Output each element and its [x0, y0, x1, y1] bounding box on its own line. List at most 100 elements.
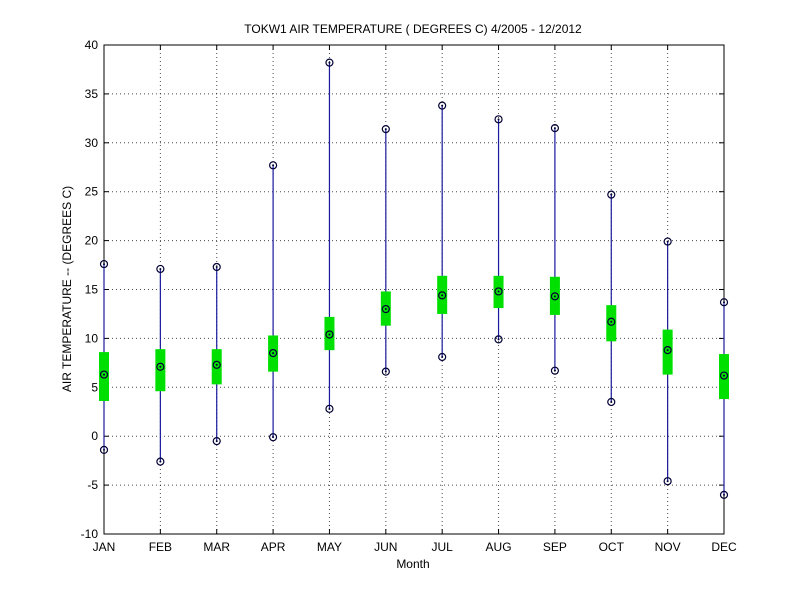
x-tick-label: MAY [317, 540, 342, 554]
x-tick-label: FEB [149, 540, 172, 554]
mean-marker-nov [663, 346, 672, 355]
iqr-bar-nov [662, 329, 673, 375]
box-dec [719, 298, 729, 499]
x-tick-label: SEP [543, 540, 567, 554]
y-tick-label: 5 [91, 380, 98, 394]
min-marker-aug [494, 335, 503, 344]
mean-marker-dec [719, 371, 729, 380]
box-oct [606, 190, 617, 407]
box-nov [662, 237, 673, 486]
y-tick-label: -5 [87, 478, 98, 492]
max-marker-dot-jun [384, 128, 387, 131]
mean-marker-jul [438, 291, 447, 300]
max-marker-may [325, 58, 334, 67]
mean-marker-jan [99, 370, 109, 379]
max-marker-dot-jul [441, 104, 444, 107]
mean-marker-dot-apr [272, 352, 275, 355]
box-jun [380, 125, 391, 376]
x-tick-label: AUG [486, 540, 512, 554]
min-marker-apr [268, 433, 278, 442]
mean-marker-dot-aug [497, 290, 500, 293]
box-marks [99, 58, 729, 499]
min-marker-dot-feb [159, 460, 162, 463]
y-tick-label: 35 [85, 87, 99, 101]
max-marker-dot-oct [610, 193, 613, 196]
mean-marker-dot-nov [666, 349, 669, 352]
min-marker-nov [663, 477, 672, 486]
max-marker-dot-sep [553, 127, 556, 130]
max-marker-dot-feb [159, 267, 162, 270]
iqr-bar-oct [606, 305, 617, 342]
max-marker-aug [494, 115, 503, 124]
box-jan [99, 259, 109, 454]
mean-marker-jun [381, 304, 390, 314]
mean-marker-apr [268, 348, 278, 358]
max-marker-nov [663, 237, 672, 246]
max-marker-jan [99, 259, 109, 269]
mean-marker-dot-may [328, 333, 331, 336]
box-jul [437, 101, 448, 362]
max-marker-dot-may [328, 61, 331, 64]
x-tick-label: APR [261, 540, 286, 554]
min-marker-sep [550, 366, 560, 375]
mean-marker-dot-jan [103, 373, 105, 376]
max-marker-sep [550, 124, 560, 133]
x-tick-label: JUL [432, 540, 454, 554]
y-axis-label: AIR TEMPERATURE -- (DEGREES C) [60, 186, 74, 392]
box-apr [268, 161, 279, 442]
x-tick-label: MAR [203, 540, 230, 554]
mean-marker-dot-mar [215, 363, 218, 366]
max-marker-dot-dec [723, 301, 725, 304]
max-marker-mar [212, 262, 221, 272]
min-marker-feb [156, 457, 165, 466]
min-marker-dot-aug [497, 338, 500, 341]
mean-marker-dot-sep [553, 295, 556, 298]
chart-title: TOKW1 AIR TEMPERATURE ( DEGREES C) 4/200… [244, 22, 582, 36]
x-axis: JAN FEB MAR APR MAY JUN JUL AUG SEP OCT NOV DEC [93, 45, 737, 554]
mean-marker-dot-jun [384, 308, 387, 311]
y-tick-label: 25 [85, 185, 99, 199]
x-axis-label: Month [396, 557, 429, 571]
mean-marker-sep [550, 292, 560, 301]
max-marker-dot-jan [103, 263, 105, 266]
max-marker-jun [381, 125, 390, 134]
min-marker-jan [99, 445, 109, 454]
max-marker-dot-apr [272, 164, 275, 167]
min-marker-dot-jan [103, 448, 105, 451]
min-marker-dot-jun [384, 370, 387, 373]
mean-marker-mar [212, 360, 221, 369]
max-marker-dec [719, 298, 729, 307]
min-marker-dot-jul [441, 355, 444, 358]
y-tick-label: 0 [91, 429, 98, 443]
min-marker-dot-nov [666, 480, 669, 483]
iqr-bar-mar [211, 349, 222, 385]
mean-marker-dot-jul [441, 294, 444, 297]
mean-marker-feb [156, 362, 165, 371]
grid [104, 45, 724, 534]
box-aug [493, 115, 504, 344]
box-mar [211, 262, 222, 446]
min-marker-dec [719, 490, 729, 499]
mean-marker-dot-feb [159, 365, 162, 368]
x-tick-label: JAN [93, 540, 116, 554]
mean-marker-aug [494, 287, 503, 296]
y-tick-label: 20 [85, 234, 99, 248]
max-marker-dot-mar [215, 266, 218, 269]
y-axis: -10 -5 0 5 10 15 20 25 30 35 40 [81, 38, 724, 541]
x-tick-label: JUN [374, 540, 397, 554]
max-marker-dot-nov [666, 240, 669, 243]
min-marker-oct [607, 397, 616, 407]
y-tick-label: -10 [81, 527, 99, 541]
mean-marker-dot-oct [610, 320, 613, 323]
y-tick-label: 10 [85, 331, 99, 345]
box-feb [155, 264, 166, 466]
min-marker-dot-may [328, 407, 331, 410]
min-marker-jul [438, 352, 447, 362]
mean-marker-dot-dec [723, 374, 725, 377]
min-marker-may [325, 404, 334, 413]
max-marker-dot-aug [497, 118, 500, 121]
min-marker-mar [212, 436, 221, 446]
max-marker-apr [268, 161, 278, 170]
y-tick-label: 15 [85, 283, 99, 297]
